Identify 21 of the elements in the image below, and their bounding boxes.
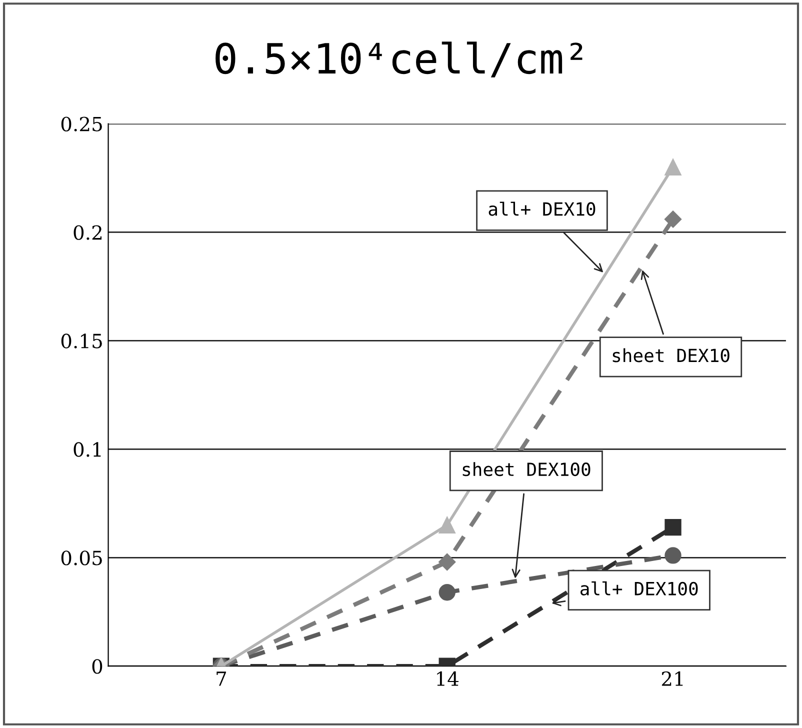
- text: sheet DEX100: [462, 462, 590, 476]
- chart-title: 0.5×10⁴cell/cm²: [216, 42, 582, 78]
- point: [438, 516, 456, 534]
- y-tick-label: 0.15: [61, 334, 102, 348]
- x-tick-label: 7: [216, 672, 226, 686]
- text: all+ DEX10: [488, 202, 596, 216]
- point: [664, 158, 682, 176]
- point: [664, 518, 682, 536]
- y-tick-label: 0.05: [61, 550, 102, 566]
- y-tick-label: 0.25: [61, 116, 102, 132]
- point: [438, 553, 456, 571]
- y-tick-label: 0: [92, 659, 102, 674]
- x-tick-label: 21: [662, 671, 683, 686]
- series-label: sheet DEX10: [612, 348, 730, 362]
- series-label: all+ DEX100: [580, 581, 698, 596]
- y-tick-label: 0.2: [74, 225, 102, 240]
- y-tick-label: 0.1: [74, 442, 101, 457]
- point: [664, 210, 682, 228]
- x-tick-label: 14: [437, 671, 459, 686]
- point: [438, 584, 456, 601]
- point: [664, 547, 682, 564]
